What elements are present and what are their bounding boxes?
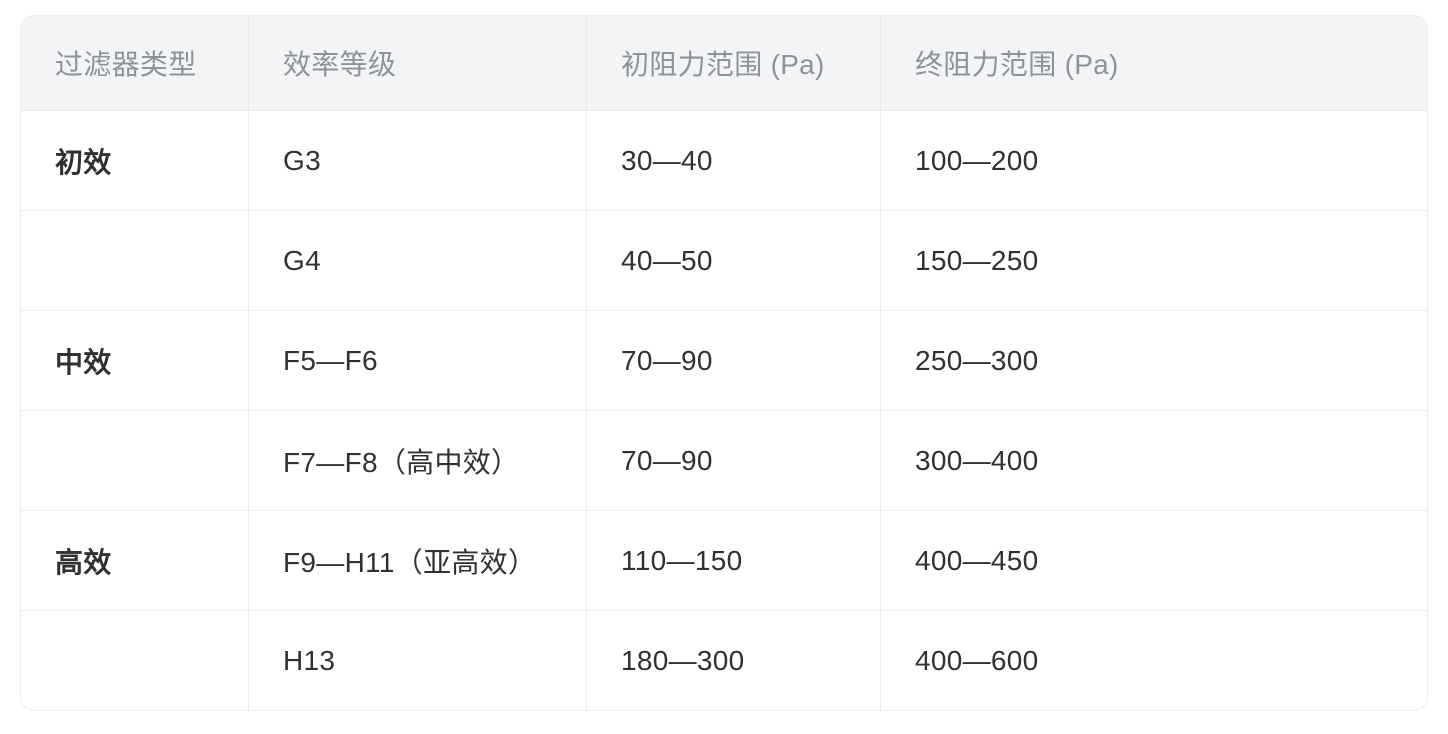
table-row: 初效 G3 30—40 100—200 [21,110,1427,210]
cell-initial-resistance: 110—150 [587,511,881,610]
cell-final-resistance: 250—300 [915,344,1039,376]
cell-efficiency-grade: G3 [249,111,587,210]
cell-final-resistance: 100—200 [915,144,1039,176]
column-header-initial-resistance: 初阻力范围 (Pa) [587,16,881,110]
cell-initial-resistance: 70—90 [587,411,881,510]
column-header-filter-type: 过滤器类型 [21,16,249,110]
cell-efficiency-grade: F9—H11（亚高效） [249,511,587,610]
cell-final-resistance: 400—600 [915,644,1039,676]
cell-filter-type: 初效 [21,111,249,210]
cell-efficiency-grade: F5—F6 [249,311,587,410]
cell-initial-resistance: 70—90 [587,311,881,410]
table-row: 高效 F9—H11（亚高效） 110—150 400—450 [21,510,1427,610]
cell-filter-type [21,411,249,510]
cell-final-resistance: 150—250 [915,244,1039,276]
cell-efficiency-grade: H13 [249,611,587,710]
cell-filter-type [21,211,249,310]
cell-initial-resistance: 30—40 [587,111,881,210]
cell-initial-resistance: 40—50 [587,211,881,310]
cell-final-resistance: 400—450 [915,544,1039,576]
cell-filter-type: 高效 [21,511,249,610]
cell-initial-resistance: 180—300 [587,611,881,710]
cell-filter-type [21,611,249,710]
table-row: G4 40—50 150—250 [21,210,1427,310]
table-row: 中效 F5—F6 70—90 250—300 [21,310,1427,410]
cell-final-resistance: 300—400 [915,444,1039,476]
column-header-efficiency-grade: 效率等级 [249,16,587,110]
table-header-row: 过滤器类型 效率等级 初阻力范围 (Pa) 终阻力范围 (Pa) [21,16,1427,110]
cell-efficiency-grade: F7—F8（高中效） [249,411,587,510]
table-row: H13 180—300 400—600 [21,610,1427,710]
cell-efficiency-grade: G4 [249,211,587,310]
column-header-final-resistance: 终阻力范围 (Pa) [915,49,1119,80]
cell-filter-type: 中效 [21,311,249,410]
filter-spec-table: 过滤器类型 效率等级 初阻力范围 (Pa) 终阻力范围 (Pa) 初效 G3 3… [20,15,1428,711]
table-row: F7—F8（高中效） 70—90 300—400 [21,410,1427,510]
